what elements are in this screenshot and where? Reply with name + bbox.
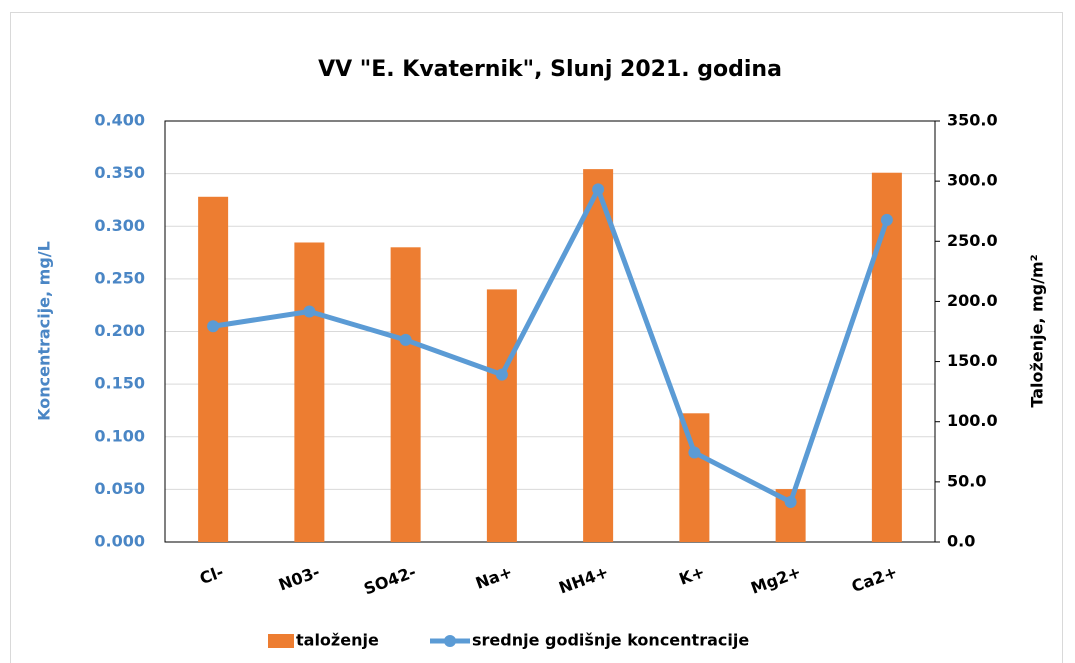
point: [784, 496, 797, 509]
bar: [390, 247, 421, 543]
y-tick-label: 0.050: [94, 479, 145, 498]
legend-swatch: [444, 635, 456, 647]
point: [399, 333, 412, 346]
point: [495, 368, 508, 381]
y2-tick-label: 350.0: [947, 111, 998, 130]
legend-label: srednje godišnje koncentracije: [472, 631, 749, 650]
chart-border: [10, 12, 1063, 663]
line: [212, 186, 890, 505]
bar: [486, 289, 517, 542]
x-tick-label: Ca2+: [849, 562, 900, 596]
y-tick-label: 0.250: [94, 268, 145, 287]
point: [303, 305, 316, 318]
y-tick-label: 0.000: [94, 532, 145, 551]
y-tick-label: 0.400: [94, 111, 145, 130]
bar: [294, 242, 325, 542]
x-tick-label: SO42-: [361, 562, 418, 598]
legend-swatch: [268, 634, 294, 648]
plot-frame: [164, 120, 936, 543]
y-tick-label: 0.300: [94, 216, 145, 235]
x-tick-label: NH4+: [556, 562, 611, 597]
y2-tick-label: 100.0: [947, 411, 998, 430]
point: [688, 446, 701, 459]
bar: [871, 172, 902, 543]
chart-title: VV "E. Kvaternik", Slunj 2021. godina: [318, 57, 782, 82]
point: [880, 213, 893, 226]
x-tick-label: Mg2+: [748, 562, 803, 598]
x-tick-label: K+: [677, 562, 708, 589]
x-tick-label: N03-: [276, 562, 322, 594]
y2-tick-label: 200.0: [947, 291, 998, 310]
y-tick-label: 0.150: [94, 374, 145, 393]
y2-tick-label: 50.0: [947, 471, 986, 490]
x-tick-label: Na+: [473, 562, 515, 593]
y2-tick-label: 250.0: [947, 231, 998, 250]
bar: [583, 169, 614, 542]
y2-tick-label: 0.0: [947, 532, 975, 551]
y2-tick-label: 300.0: [947, 171, 998, 190]
y-tick-label: 0.100: [94, 426, 145, 445]
y-tick-label: 0.200: [94, 321, 145, 340]
y2-axis-label: Taloženje, mg/m²: [1028, 254, 1047, 407]
y-axis-label: Koncentracije, mg/L: [35, 241, 54, 421]
point: [592, 183, 605, 196]
x-tick-label: Cl-: [197, 562, 226, 588]
legend-label: taloženje: [296, 631, 379, 650]
y2-tick-label: 150.0: [947, 351, 998, 370]
point: [207, 320, 220, 333]
bar: [679, 413, 710, 542]
bar: [198, 196, 229, 542]
y-tick-label: 0.350: [94, 163, 145, 182]
